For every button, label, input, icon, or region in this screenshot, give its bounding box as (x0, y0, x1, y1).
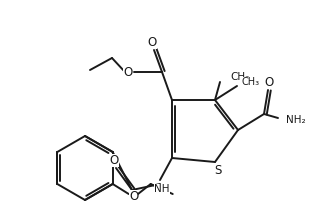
Text: O: O (123, 66, 133, 80)
Text: CH₃: CH₃ (241, 77, 259, 87)
Text: CH₃: CH₃ (230, 72, 249, 82)
Text: O: O (147, 35, 156, 48)
Text: O: O (109, 153, 119, 167)
Text: NH₂: NH₂ (286, 115, 305, 125)
Text: S: S (214, 163, 222, 176)
Text: NH: NH (154, 184, 170, 194)
Text: O: O (264, 76, 274, 89)
Text: O: O (129, 190, 138, 202)
